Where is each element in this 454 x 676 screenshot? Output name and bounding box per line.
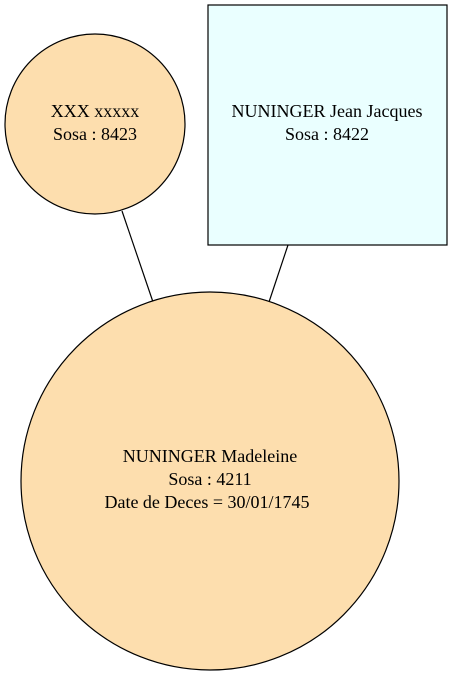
node-mother[interactable]: XXX xxxxx Sosa : 8423	[4, 33, 186, 215]
node-father-shape	[207, 4, 448, 246]
node-child-name: NUNINGER Madeleine	[123, 446, 297, 466]
edge-father-child	[268, 244, 289, 303]
node-mother-name: XXX xxxxx	[51, 101, 140, 121]
node-father-sosa: Sosa : 8422	[285, 124, 369, 144]
node-mother-shape	[4, 33, 186, 215]
node-child[interactable]: NUNINGER Madeleine Sosa : 4211 Date de D…	[20, 291, 400, 671]
node-father-name: NUNINGER Jean Jacques	[232, 101, 423, 121]
node-mother-sosa: Sosa : 8423	[53, 124, 137, 144]
node-child-sosa: Sosa : 4211	[168, 469, 251, 489]
edge-mother-child	[121, 210, 154, 303]
node-child-shape	[20, 291, 400, 671]
node-child-death: Date de Deces = 30/01/1745	[104, 492, 309, 512]
node-father[interactable]: NUNINGER Jean Jacques Sosa : 8422	[207, 4, 448, 246]
